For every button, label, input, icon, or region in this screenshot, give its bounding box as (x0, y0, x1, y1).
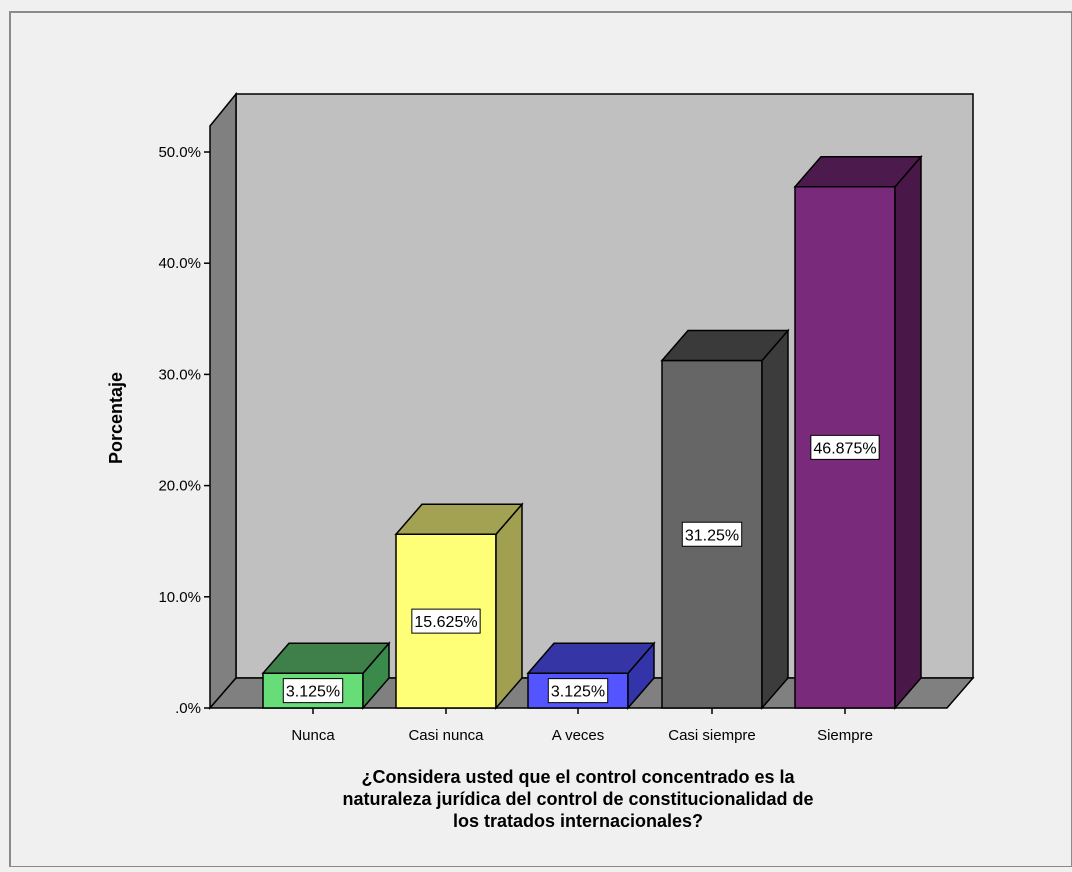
bar: 3.125% (261, 641, 391, 711)
bar: 15.625% (394, 502, 524, 711)
x-tick-label: Casi nunca (408, 727, 484, 744)
x-tick-label: Siempre (817, 727, 873, 744)
data-label-box (810, 434, 880, 460)
bar-side (894, 154, 922, 711)
data-label-box (411, 608, 481, 634)
data-label: 3.125% (286, 684, 340, 701)
x-tick-label: A veces (552, 727, 605, 744)
bar-top (660, 329, 790, 362)
y-tick-label: 50.0% (158, 144, 201, 161)
x-axis-title: ¿Considera usted que el control concentr… (342, 767, 813, 831)
y-tick-label: 40.0% (158, 255, 201, 272)
x-axis: Nunca Casi nunca A veces Casi siempre Siempr… (291, 708, 873, 744)
side-wall (209, 91, 237, 711)
bar: 3.125% (526, 641, 656, 711)
y-axis-title: Porcentaje (106, 372, 126, 464)
bar-top (526, 642, 656, 674)
data-label: 31.25% (685, 527, 739, 544)
x-axis-title-line: los tratados internacionales? (453, 811, 703, 831)
bar: 46.875% (793, 154, 923, 711)
data-label: 15.625% (414, 614, 477, 631)
data-label: 3.125% (551, 684, 605, 701)
bar-side (495, 502, 523, 711)
bar-side (761, 328, 789, 711)
y-tick-label: .0% (175, 700, 201, 717)
data-label-box (547, 678, 609, 704)
bar-top (793, 156, 923, 188)
data-label-box (681, 521, 743, 547)
bar-top (394, 503, 524, 535)
bars: 3.125% 15.625% 3.125% 31.25% 46.875% (261, 154, 923, 711)
y-tick-label: 20.0% (158, 478, 201, 495)
y-tick-label: 10.0% (158, 589, 201, 606)
bar-top (261, 642, 391, 674)
y-tick-label: 30.0% (158, 366, 201, 383)
y-axis: .0% 10.0% 20.0% 30.0% 40.0% 50.0% (158, 144, 210, 717)
x-tick-label: Nunca (291, 727, 335, 744)
data-label-box (282, 678, 344, 704)
x-axis-title-line: ¿Considera usted que el control concentr… (361, 767, 795, 787)
x-tick-label: Casi siempre (668, 727, 756, 744)
x-axis-title-line: naturaleza jurídica del control de const… (342, 789, 813, 809)
bar: 31.25% (660, 328, 790, 711)
data-label: 46.875% (813, 440, 876, 457)
